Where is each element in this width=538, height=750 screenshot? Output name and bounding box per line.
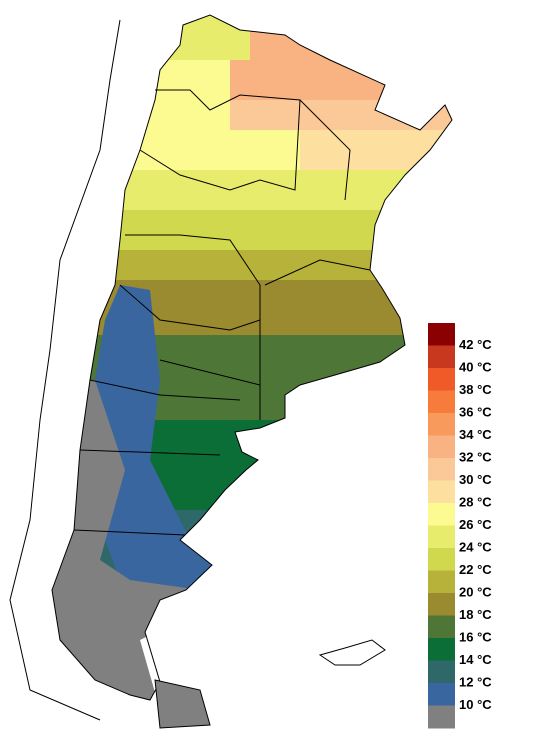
legend-label: 42 °C xyxy=(459,337,492,352)
legend-swatch xyxy=(428,480,455,504)
legend-swatch xyxy=(428,660,455,684)
legend-label: 34 °C xyxy=(459,427,492,442)
legend-label: 40 °C xyxy=(459,359,492,374)
borders xyxy=(9,14,453,729)
legend-swatch xyxy=(428,345,455,369)
legend-swatch xyxy=(428,435,455,459)
legend-swatch xyxy=(428,548,455,571)
legend-label: 10 °C xyxy=(459,697,492,712)
legend-label: 38 °C xyxy=(459,382,492,397)
legend-label: 26 °C xyxy=(459,517,492,532)
legend-swatch xyxy=(428,570,455,594)
legend-swatch xyxy=(428,593,455,616)
legend-swatch xyxy=(428,638,455,661)
legend-label: 36 °C xyxy=(459,404,492,419)
legend-label: 24 °C xyxy=(459,539,492,554)
legend: 42 °C 40 °C 38 °C 36 °C 34 °C 32 °C 30 °C 28 °C… xyxy=(428,323,492,729)
legend-label: 16 °C xyxy=(459,629,492,644)
legend-label: 14 °C xyxy=(459,652,492,667)
legend-swatch xyxy=(428,390,455,414)
legend-swatch xyxy=(428,525,455,549)
legend-label: 28 °C xyxy=(459,494,492,509)
legend-label: 12 °C xyxy=(459,674,492,689)
legend-swatch xyxy=(428,683,455,706)
legend-swatch xyxy=(428,413,455,436)
legend-swatch xyxy=(428,368,455,391)
legend-swatch xyxy=(428,458,455,481)
legend-swatch xyxy=(428,615,455,639)
legend-label: 30 °C xyxy=(459,472,492,487)
legend-swatch xyxy=(428,705,455,729)
legend-label: 20 °C xyxy=(459,584,492,599)
legend-label: 22 °C xyxy=(459,562,492,577)
legend-label: 32 °C xyxy=(459,449,492,464)
legend-label: 18 °C xyxy=(459,607,492,622)
legend-swatch xyxy=(428,503,455,526)
legend-swatch xyxy=(428,323,455,346)
